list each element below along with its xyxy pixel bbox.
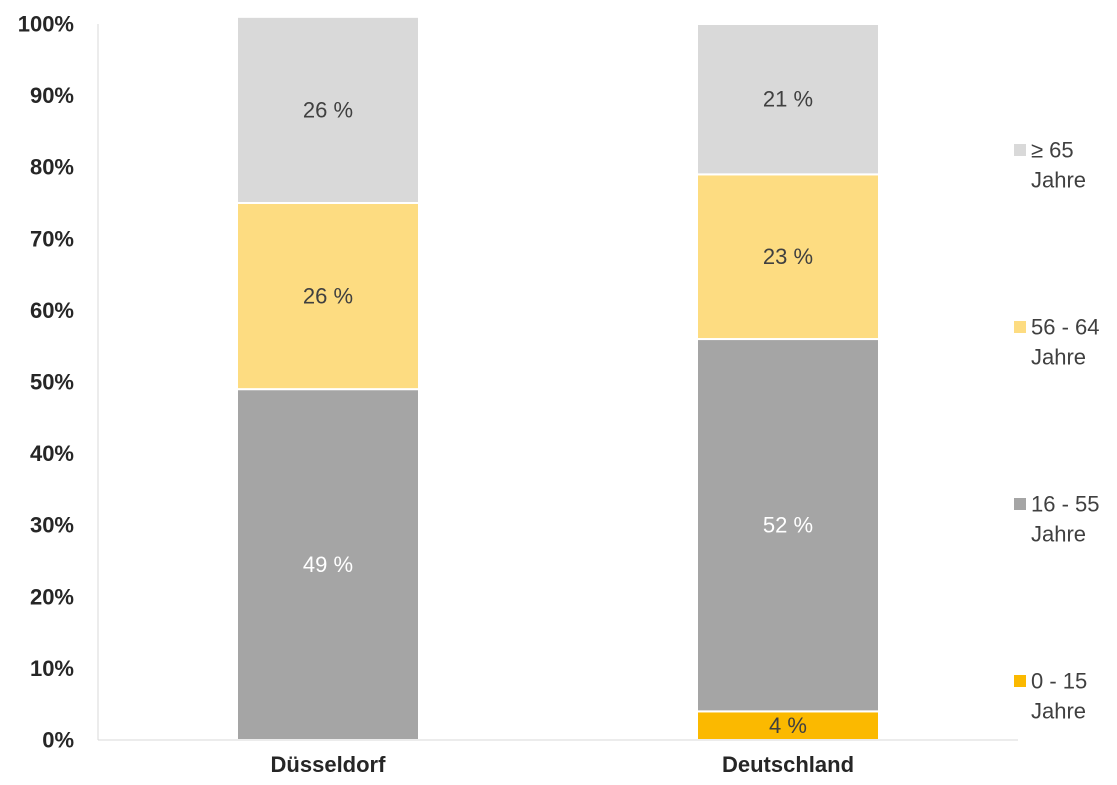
y-tick-label: 20% xyxy=(30,584,74,609)
legend-item-56-64-jahre: 56 - 64 Jahre xyxy=(1014,315,1100,370)
legend-label: 56 - 64 xyxy=(1031,315,1100,340)
legend-item-ge-65-jahre: ≥ 65 Jahre xyxy=(1014,138,1086,193)
data-labels: 49 % 26 % 26 % 4 % 52 % 23 % 21 % xyxy=(303,87,813,738)
y-tick-label: 50% xyxy=(30,370,74,395)
legend-label-line2: Jahre xyxy=(1031,345,1086,370)
data-label: 26 % xyxy=(303,97,353,122)
legend-label-line2: Jahre xyxy=(1031,522,1086,547)
legend-swatch xyxy=(1014,144,1026,156)
y-tick-label: 60% xyxy=(30,298,74,323)
data-label: 23 % xyxy=(763,244,813,269)
data-label: 21 % xyxy=(763,87,813,112)
y-tick-label: 40% xyxy=(30,441,74,466)
y-tick-label: 90% xyxy=(30,83,74,108)
legend-label: 0 - 15 xyxy=(1031,669,1087,694)
x-category-label: Deutschland xyxy=(722,752,854,777)
y-tick-label: 100% xyxy=(18,12,74,37)
y-axis: 0% 10% 20% 30% 40% 50% 60% 70% 80% 90% 100% xyxy=(18,12,99,753)
x-axis: Düsseldorf Deutschland xyxy=(98,739,1018,777)
y-tick-label: 70% xyxy=(30,226,74,251)
bar-dusseldorf-ge-65-jahre xyxy=(236,15,420,205)
legend-label: 16 - 55 xyxy=(1031,492,1100,517)
bar-deutschland-ge-65-jahre xyxy=(696,23,880,176)
legend-item-0-15-jahre: 0 - 15 Jahre xyxy=(1014,669,1087,724)
bar-deutschland-16-55-jahre xyxy=(696,338,880,713)
legend-item-16-55-jahre: 16 - 55 Jahre xyxy=(1014,492,1100,547)
legend-label-line2: Jahre xyxy=(1031,168,1086,193)
data-label: 52 % xyxy=(763,513,813,538)
x-category-label: Düsseldorf xyxy=(271,752,387,777)
legend-label-line2: Jahre xyxy=(1031,699,1086,724)
legend-label: ≥ 65 xyxy=(1031,138,1074,163)
bar-deutschland-56-64-jahre xyxy=(696,173,880,341)
bar-dusseldorf-56-64-jahre xyxy=(236,202,420,391)
legend-swatch xyxy=(1014,321,1026,333)
y-tick-label: 10% xyxy=(30,656,74,681)
legend: ≥ 65 Jahre 56 - 64 Jahre 16 - 55 Jahre 0 - 15 J… xyxy=(1014,138,1100,724)
legend-swatch xyxy=(1014,498,1026,510)
data-label: 49 % xyxy=(303,552,353,577)
y-tick-label: 0% xyxy=(42,728,74,753)
data-label: 26 % xyxy=(303,284,353,309)
y-tick-label: 30% xyxy=(30,513,74,538)
data-label: 4 % xyxy=(769,713,807,738)
bars xyxy=(236,15,880,741)
y-tick-label: 80% xyxy=(30,155,74,180)
legend-swatch xyxy=(1014,675,1026,687)
